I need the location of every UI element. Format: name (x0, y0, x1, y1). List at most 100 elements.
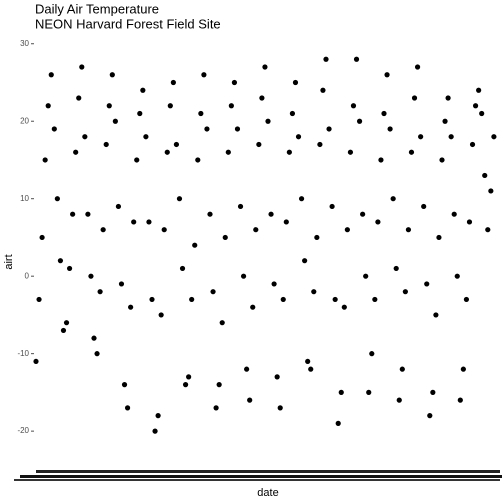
point (433, 312, 439, 318)
point (192, 242, 198, 248)
chart-subtitle: NEON Harvard Forest Field Site (35, 16, 221, 31)
point (118, 281, 125, 287)
point (155, 413, 161, 419)
point (173, 141, 180, 148)
point (109, 72, 115, 78)
point (292, 79, 299, 86)
point (424, 281, 430, 287)
point (234, 126, 241, 132)
point (439, 157, 445, 163)
point (372, 296, 378, 303)
point (427, 413, 433, 419)
point (411, 95, 418, 101)
y-tick-label: -20 (17, 426, 29, 435)
point (295, 134, 302, 140)
point (479, 110, 485, 117)
point (97, 289, 103, 295)
point (442, 118, 448, 124)
chart-title: Daily Air Temperature (35, 1, 159, 16)
x-axis-title: date (257, 487, 278, 499)
point (485, 227, 491, 233)
point (378, 157, 384, 163)
point (472, 103, 479, 109)
point (170, 79, 176, 86)
point (402, 289, 408, 295)
point (39, 234, 45, 241)
point (63, 320, 70, 326)
point (384, 72, 390, 78)
point (73, 149, 79, 155)
point (201, 72, 207, 78)
y-axis-title: airt (3, 254, 15, 269)
point (149, 296, 155, 303)
point (259, 95, 265, 101)
point (323, 56, 329, 62)
point (491, 134, 497, 140)
point (131, 219, 137, 225)
point (469, 141, 476, 148)
point (393, 265, 399, 272)
point (210, 289, 216, 295)
point (369, 351, 375, 357)
point (466, 219, 473, 225)
point (332, 296, 338, 303)
point (36, 296, 42, 303)
point (222, 234, 228, 241)
point (51, 126, 57, 132)
point (54, 196, 60, 202)
point (33, 358, 39, 365)
point (231, 79, 238, 86)
point (308, 366, 314, 372)
point (448, 134, 454, 140)
point (48, 72, 54, 78)
point (45, 103, 51, 109)
point (158, 312, 164, 318)
point (463, 296, 470, 303)
point (366, 389, 372, 395)
point (341, 304, 347, 310)
point (143, 134, 149, 140)
point (140, 87, 146, 93)
point (198, 110, 204, 117)
point (262, 64, 268, 70)
point (182, 382, 189, 388)
point (396, 397, 402, 403)
point (128, 304, 134, 310)
point (274, 374, 280, 380)
y-tick-label: 10 (20, 194, 29, 203)
point (207, 211, 213, 217)
point (237, 203, 244, 210)
point (476, 87, 482, 93)
point (247, 397, 253, 403)
y-tick-label: 30 (20, 39, 29, 48)
point (82, 134, 88, 140)
point (167, 103, 173, 109)
point (305, 358, 311, 365)
point (350, 103, 357, 109)
point (66, 265, 73, 272)
point (216, 382, 222, 388)
point (250, 304, 256, 310)
point (277, 405, 283, 411)
point (124, 405, 131, 411)
point (88, 273, 94, 279)
point (399, 366, 405, 372)
point (280, 296, 286, 303)
point (454, 273, 460, 279)
point (179, 265, 186, 272)
point (363, 273, 369, 279)
point (112, 118, 118, 124)
point (256, 141, 262, 148)
point (103, 141, 109, 148)
y-tick-label: -10 (17, 349, 29, 358)
point (195, 157, 201, 163)
x-label-overlap (20, 475, 502, 478)
point (79, 64, 85, 70)
point (253, 227, 259, 233)
point (164, 149, 170, 155)
point (85, 211, 91, 217)
point (302, 258, 308, 264)
point (356, 118, 363, 124)
point (115, 203, 122, 210)
